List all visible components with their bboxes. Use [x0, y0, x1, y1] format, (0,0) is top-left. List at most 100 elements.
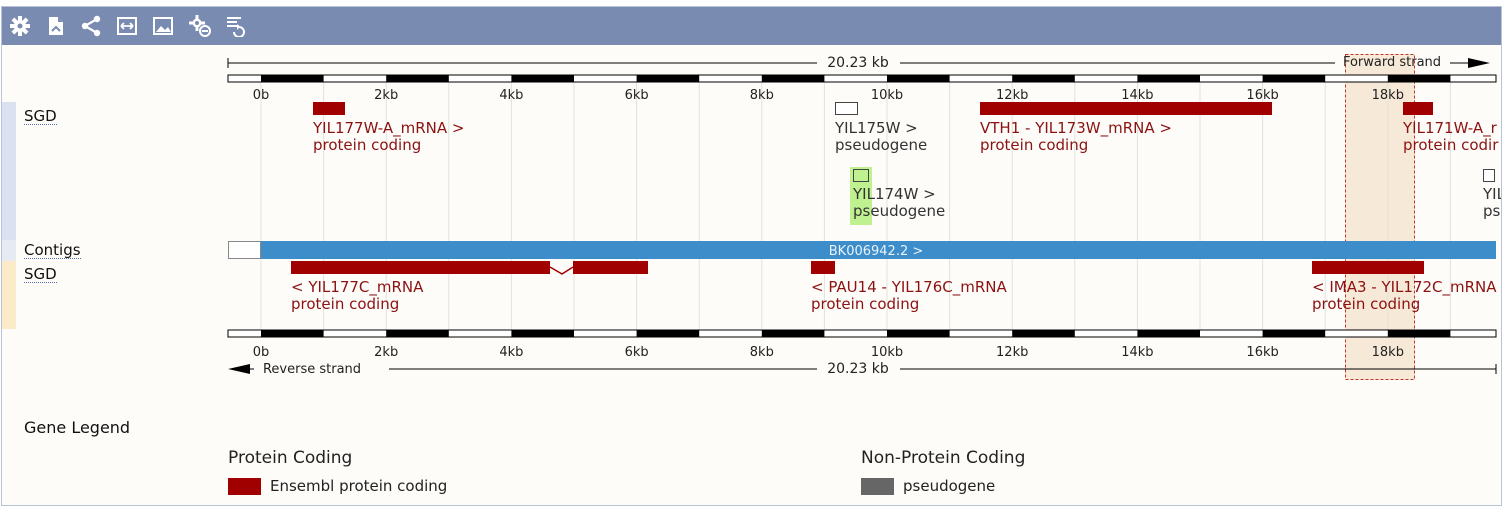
ruler-tick-label: 4kb: [499, 345, 523, 360]
gene-label-yil171w-a: YIL171W-A_r: [1402, 119, 1498, 138]
ruler-top: 20.23 kb Forward strand 0b 2kb 4kb 6kb 8kb 10…: [227, 55, 1497, 103]
gene-label-yil177w-a: YIL177W-A_mRNA >: [312, 119, 465, 138]
ruler-block: [636, 75, 700, 82]
gene-biotype-yil-partial: ps: [1483, 202, 1501, 220]
ruler-block: [887, 75, 950, 82]
reverse-genes: < YIL177C_mRNA protein coding < PAU14 - …: [291, 261, 1497, 313]
gene-yil175w[interactable]: [835, 102, 858, 115]
ruler-block: [511, 75, 574, 82]
gene-label-yil174w: YIL174W >: [852, 185, 936, 203]
gene-label-pau14: < PAU14 - YIL176C_mRNA: [811, 278, 1008, 297]
ruler-block: [887, 330, 950, 337]
ruler-tick-label: 8kb: [750, 345, 774, 360]
ruler-tick-label: 0b: [253, 345, 270, 360]
ruler-tick-label: 12kb: [996, 88, 1028, 103]
reset-icon[interactable]: [223, 13, 249, 39]
track-label-sgd-reverse[interactable]: SGD: [24, 265, 57, 283]
gene-vth1[interactable]: [980, 102, 1272, 115]
gene-yil-partial[interactable]: [1483, 169, 1495, 182]
gene-yil177w-a[interactable]: [313, 102, 345, 115]
gene-label-ima3: < IMA3 - YIL172C_mRNA: [1312, 278, 1497, 297]
gene-biotype-ima3: protein coding: [1312, 295, 1420, 313]
gene-biotype-yil171w-a: protein codir: [1403, 136, 1499, 154]
gene-label-yil177c: < YIL177C_mRNA: [291, 278, 424, 297]
ruler-block: [1387, 330, 1451, 337]
track-label-contigs[interactable]: Contigs: [24, 241, 81, 259]
forward-strand-label: Forward strand: [1343, 55, 1441, 70]
gene-biotype-yil174w: pseudogene: [853, 202, 945, 220]
gear-icon[interactable]: [7, 13, 33, 39]
contig-label: BK006942.2 >: [829, 244, 924, 259]
ruler-block: [1137, 330, 1200, 337]
ruler-tick-label: 2kb: [374, 88, 398, 103]
track-handle-contigs[interactable]: [2, 240, 16, 261]
gene-legend-title: Gene Legend: [24, 418, 131, 437]
gene-yil177c-exon1[interactable]: [291, 261, 550, 274]
ruler-tick-label: 8kb: [750, 88, 774, 103]
forward-arrow-icon: [1468, 58, 1490, 68]
ruler-block: [1012, 75, 1075, 82]
gene-yil174w[interactable]: [853, 169, 869, 182]
track-area: SGD Contigs SGD 20.23 kb Forward strand …: [2, 45, 1502, 505]
legend-swatch-coding: [228, 477, 261, 495]
ruler-block: [1012, 330, 1075, 337]
ruler-block: [261, 330, 324, 337]
legend-item-pseudogene: pseudogene: [861, 477, 995, 495]
gridlines: [260, 82, 1451, 330]
contig-gap: [228, 241, 261, 259]
ruler-tick-label: 16kb: [1246, 345, 1278, 360]
gene-yil177c-intron: [549, 266, 574, 275]
track-handle-forward[interactable]: [2, 102, 16, 243]
ruler-block: [761, 75, 825, 82]
track-label-sgd-forward[interactable]: SGD: [24, 107, 57, 125]
resize-icon[interactable]: [114, 13, 140, 39]
ruler-block: [761, 330, 825, 337]
ruler-tick-label: 14kb: [1121, 88, 1153, 103]
ruler-block: [261, 75, 324, 82]
legend-item-protein-coding: Ensembl protein coding: [228, 477, 447, 495]
gene-pau14[interactable]: [811, 261, 835, 274]
gene-label-yil175w: YIL175W >: [834, 119, 918, 137]
ruler-tick-label: 2kb: [374, 345, 398, 360]
legend-non-coding-title: Non-Protein Coding: [861, 448, 1026, 468]
image-icon[interactable]: [150, 13, 176, 39]
legend-swatch-pseudogene: [861, 477, 894, 495]
export-icon[interactable]: [43, 13, 69, 39]
gene-label-vth1: VTH1 - YIL173W_mRNA >: [980, 119, 1172, 138]
legend-label-coding: Ensembl protein coding: [270, 477, 448, 495]
forward-genes: YIL177W-A_mRNA > protein coding YIL175W …: [312, 102, 1502, 225]
ruler-length-top: 20.23 kb: [827, 55, 889, 71]
ruler-block: [1387, 75, 1451, 82]
ruler-tick-label: 4kb: [499, 88, 523, 103]
ruler-tick-label: 12kb: [996, 345, 1028, 360]
track-handle-reverse[interactable]: [2, 261, 16, 329]
ruler-block: [386, 75, 449, 82]
legend-label-pseudogene: pseudogene: [903, 477, 996, 495]
gene-biotype-yil177w-a: protein coding: [313, 136, 421, 154]
gene-biotype-yil177c: protein coding: [291, 295, 399, 313]
ruler-block: [1137, 75, 1200, 82]
reverse-strand-label: Reverse strand: [263, 362, 361, 377]
ruler-bottom: 0b 2kb 4kb 6kb 8kb 10kb 12kb 14kb 16kb 18kb Rever…: [227, 329, 1497, 377]
ruler-tick-label: 10kb: [871, 345, 903, 360]
gene-yil171w-a[interactable]: [1403, 102, 1433, 115]
share-icon[interactable]: [78, 13, 104, 39]
settings-icon[interactable]: [187, 13, 213, 39]
ruler-tick-label: 0b: [253, 88, 270, 103]
genome-track-canvas: 20.23 kb Forward strand 0b 2kb 4kb 6kb 8kb 10…: [227, 54, 1502, 380]
ruler-length-bottom: 20.23 kb: [827, 361, 889, 377]
contig-bk006942[interactable]: [261, 241, 1496, 259]
gene-biotype-vth1: protein coding: [980, 136, 1088, 154]
gene-label-yil-partial: YIL: [1482, 185, 1502, 203]
legend-protein-coding-title: Protein Coding: [228, 448, 353, 468]
gene-yil177c-exon2[interactable]: [573, 261, 648, 274]
gene-biotype-pau14: protein coding: [811, 295, 919, 313]
ruler-block: [1262, 75, 1326, 82]
ruler-tick-label: 18kb: [1372, 88, 1404, 103]
toolbar: [2, 7, 1501, 45]
reverse-arrow-icon: [228, 364, 250, 374]
ruler-block: [1262, 330, 1326, 337]
gene-ima3[interactable]: [1312, 261, 1424, 274]
ruler-tick-label: 16kb: [1246, 88, 1278, 103]
ruler-tick-label: 10kb: [871, 88, 903, 103]
